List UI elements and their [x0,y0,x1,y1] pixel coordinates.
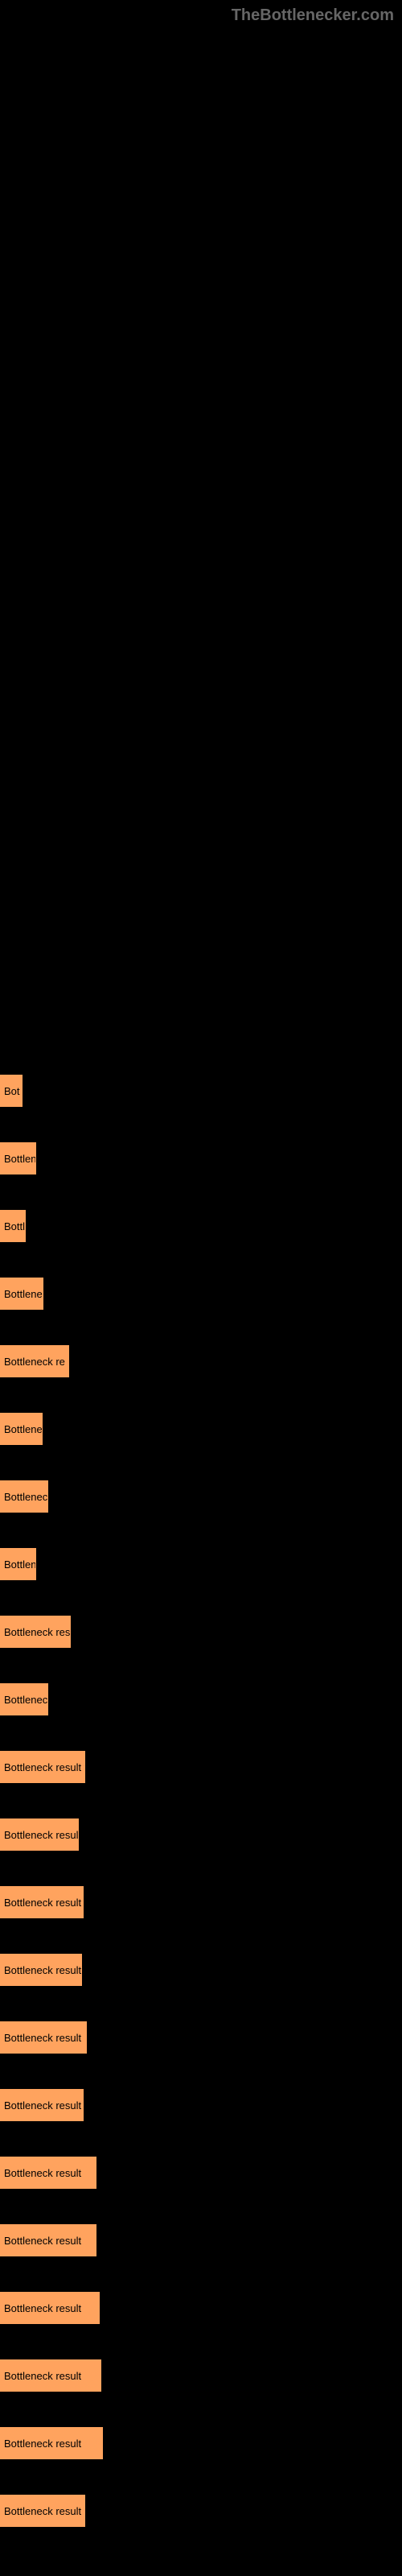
bar-row: Bottleneck result [0,2292,402,2324]
bar-14: Bottleneck result [0,2021,87,2054]
bar-row: Bottleneck result f [0,1751,402,1783]
bar-row: Bottleneck re [0,1345,402,1377]
bar-19: Bottleneck result [0,2359,101,2392]
bar-6: Bottleneck r [0,1480,48,1513]
bar-row: Bottleneck [0,1683,402,1715]
bar-20: Bottleneck result [0,2427,103,2459]
bar-row: Bottleneck result [0,2359,402,2392]
bar-row: Bot [0,1075,402,1107]
bar-2: Bottle [0,1210,26,1242]
bar-9: Bottleneck [0,1683,48,1715]
bar-4: Bottleneck re [0,1345,69,1377]
bar-row: Bottleneck r [0,1480,402,1513]
bar-7: Bottlene [0,1548,36,1580]
bar-21: Bottleneck result [0,2495,85,2527]
bar-3: Bottleneck [0,1278,43,1310]
bar-10: Bottleneck result f [0,1751,85,1783]
bar-row: Bottlenec [0,1142,402,1174]
bar-row: Bottleneck result [0,2495,402,2527]
bar-15: Bottleneck result [0,2089,84,2121]
bar-row: Bottleneck [0,1278,402,1310]
bar-row: Bottleneck result [0,1818,402,1851]
bar-row: Bottlene [0,1548,402,1580]
bar-1: Bottlenec [0,1142,36,1174]
bar-11: Bottleneck result [0,1818,79,1851]
bar-18: Bottleneck result [0,2292,100,2324]
bar-row: Bottleneck res [0,1616,402,1648]
bar-row: Bottlenec [0,1413,402,1445]
bar-row: Bottleneck result [0,2089,402,2121]
bar-12: Bottleneck result [0,1886,84,1918]
bar-row: Bottleneck result [0,1886,402,1918]
bar-row: Bottleneck result [0,2021,402,2054]
bar-16: Bottleneck result [0,2157,96,2189]
bar-row: Bottleneck result [0,2224,402,2256]
bar-5: Bottlenec [0,1413,43,1445]
bar-13: Bottleneck result [0,1954,82,1986]
bar-row: Bottleneck result [0,2427,402,2459]
bar-row: Bottleneck result [0,1954,402,1986]
bar-row: Bottleneck result [0,2157,402,2189]
bar-chart: Bot Bottlenec Bottle Bottleneck Bottlene… [0,0,402,2527]
bar-17: Bottleneck result [0,2224,96,2256]
bar-row: Bottle [0,1210,402,1242]
bar-0: Bot [0,1075,23,1107]
bar-8: Bottleneck res [0,1616,71,1648]
